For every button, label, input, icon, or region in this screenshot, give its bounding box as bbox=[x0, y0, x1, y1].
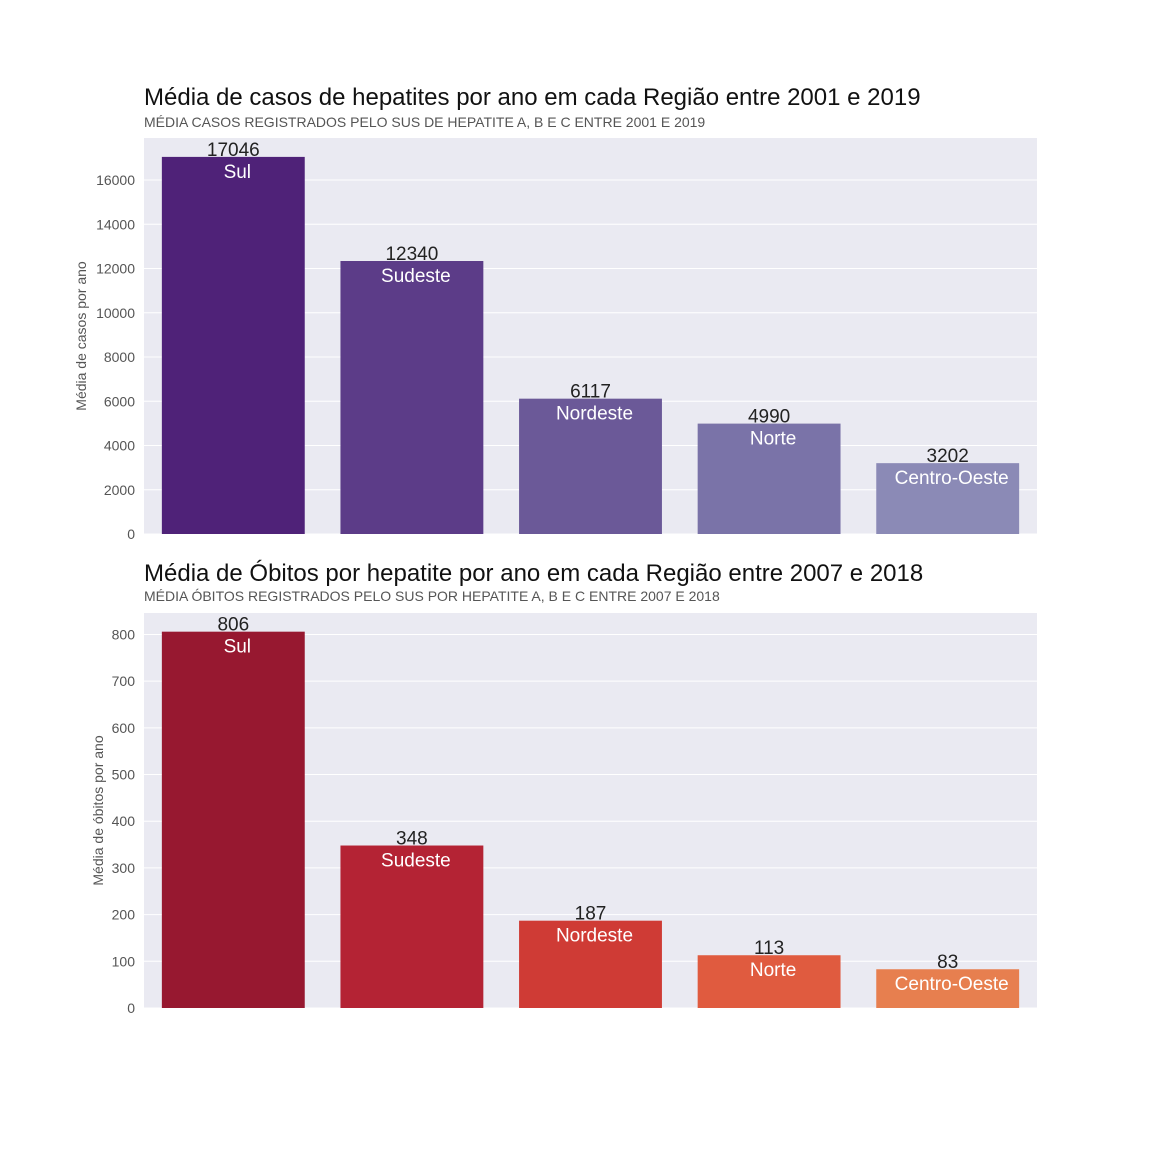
category-label: Norte bbox=[750, 960, 796, 981]
chart-subtitle: MÉDIA ÓBITOS REGISTRADOS PELO SUS POR HE… bbox=[144, 588, 720, 604]
y-axis-label: Média de óbitos por ano bbox=[90, 735, 106, 885]
y-tick-label: 600 bbox=[112, 720, 136, 736]
bar-sul bbox=[161, 156, 305, 535]
value-label: 83 bbox=[937, 952, 958, 973]
value-label: 806 bbox=[217, 615, 249, 636]
y-tick-label: 6000 bbox=[104, 393, 135, 409]
y-tick-label: 500 bbox=[112, 767, 136, 783]
y-tick-label: 14000 bbox=[96, 216, 135, 232]
bar-nordeste bbox=[519, 398, 662, 534]
bar-norte bbox=[697, 955, 841, 1008]
category-label: Centro-Oeste bbox=[895, 468, 1009, 489]
bar-chart-deaths: 0 100 200 300 400 500 600 700 800 Média de óbitos… bbox=[90, 613, 1037, 1016]
y-tick-label: 0 bbox=[127, 1000, 135, 1016]
value-label: 17046 bbox=[207, 140, 260, 161]
y-tick-label: 10000 bbox=[96, 305, 135, 321]
bar-sudeste bbox=[340, 845, 484, 1008]
y-tick-label: 4000 bbox=[104, 438, 135, 454]
y-tick-label: 12000 bbox=[96, 261, 135, 277]
chart-cases: Média de casos de hepatites por ano em c… bbox=[0, 0, 1152, 560]
category-label: Nordeste bbox=[556, 926, 633, 947]
value-label: 113 bbox=[754, 938, 784, 959]
value-label: 6117 bbox=[570, 382, 611, 403]
y-tick-label: 100 bbox=[112, 953, 136, 969]
bar-chart-cases: 0 2000 4000 6000 8000 10000 12000 14000 16000 Méd… bbox=[73, 138, 1037, 542]
y-tick-label: 8000 bbox=[104, 349, 135, 365]
y-tick-label: 800 bbox=[112, 626, 136, 642]
value-label: 12340 bbox=[385, 244, 438, 265]
value-label: 187 bbox=[575, 904, 607, 925]
y-tick-label: 200 bbox=[112, 907, 136, 923]
value-label: 348 bbox=[396, 829, 428, 850]
bar-norte bbox=[697, 423, 841, 534]
value-label: 4990 bbox=[748, 407, 790, 428]
bar-sul bbox=[161, 631, 305, 1008]
category-label: Sul bbox=[224, 637, 251, 658]
category-label: Sul bbox=[224, 162, 251, 183]
category-label: Centro-Oeste bbox=[895, 974, 1009, 995]
category-label: Norte bbox=[750, 429, 796, 450]
y-tick-label: 2000 bbox=[104, 482, 135, 498]
chart-deaths: Média de Óbitos por hepatite por ano em … bbox=[0, 560, 1152, 1060]
chart-title: Média de Óbitos por hepatite por ano em … bbox=[144, 560, 924, 587]
category-label: Sudeste bbox=[381, 266, 451, 287]
y-tick-label: 400 bbox=[112, 813, 136, 829]
bar-nordeste bbox=[519, 920, 662, 1008]
bar-centro-oeste bbox=[876, 463, 1020, 534]
chart-title: Média de casos de hepatites por ano em c… bbox=[144, 84, 921, 111]
chart-subtitle: MÉDIA CASOS REGISTRADOS PELO SUS DE HEPA… bbox=[144, 114, 706, 130]
value-label: 3202 bbox=[927, 446, 969, 467]
category-label: Sudeste bbox=[381, 851, 451, 872]
y-axis-label: Média de casos por ano bbox=[73, 261, 89, 411]
bar-sudeste bbox=[340, 261, 484, 534]
y-tick-label: 300 bbox=[112, 860, 136, 876]
y-tick-label: 700 bbox=[112, 673, 136, 689]
category-label: Nordeste bbox=[556, 404, 633, 425]
bar-centro-oeste bbox=[876, 969, 1020, 1008]
y-tick-label: 0 bbox=[127, 526, 135, 542]
y-tick-label: 16000 bbox=[96, 172, 135, 188]
